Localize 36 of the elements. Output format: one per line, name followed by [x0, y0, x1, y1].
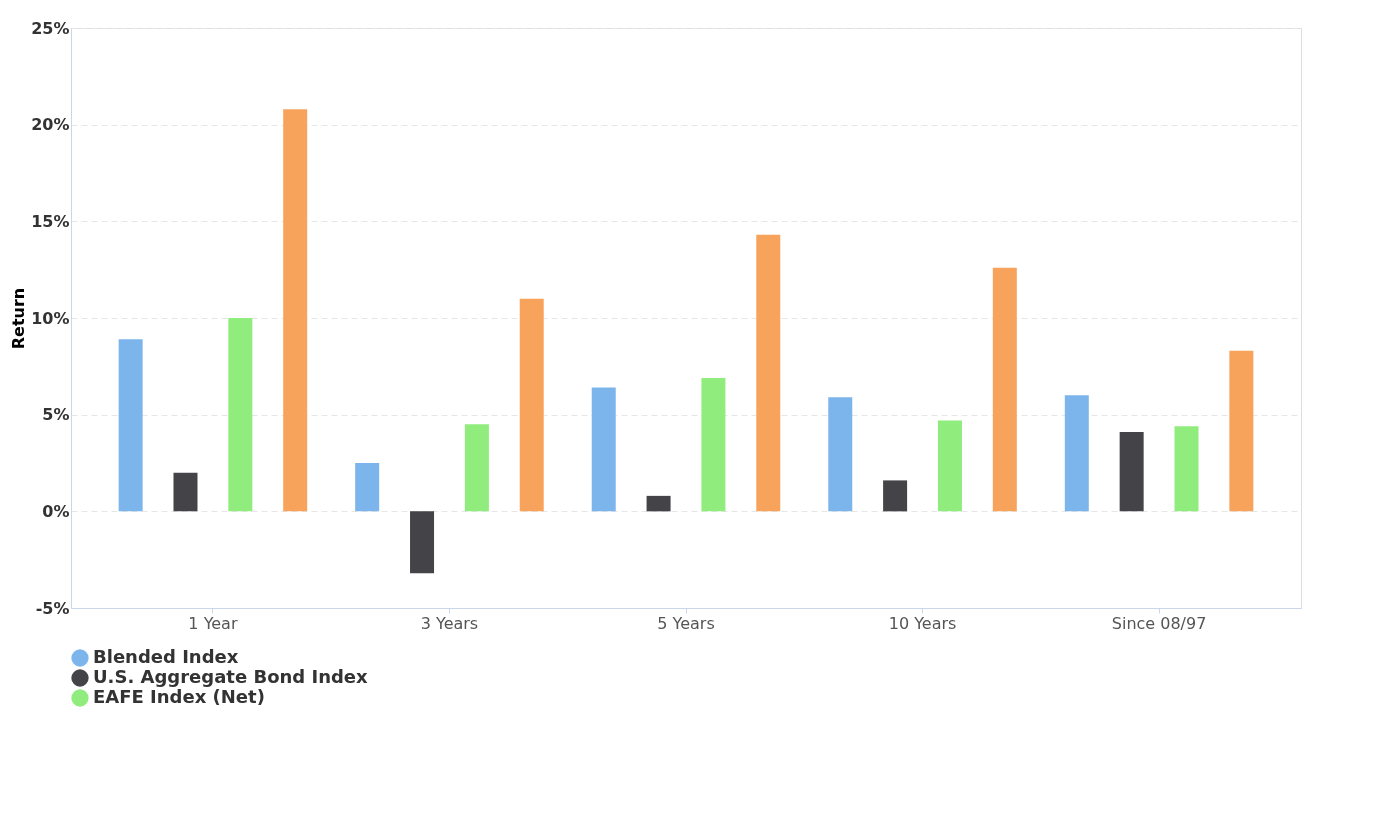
- bar: [756, 234, 781, 512]
- bar: [1064, 395, 1089, 512]
- bar: [1119, 432, 1144, 512]
- x-tick-label: 3 Years: [420, 613, 479, 633]
- bar: [118, 339, 143, 512]
- y-axis-title: Return: [9, 287, 29, 350]
- bar: [173, 472, 198, 512]
- legend-label: U.S. Aggregate Bond Index: [93, 666, 369, 687]
- bar: [992, 267, 1017, 512]
- x-tick-label: Since 08/97: [1111, 613, 1207, 633]
- legend-label: EAFE Index (Net): [93, 686, 265, 707]
- bar: [1174, 426, 1199, 512]
- x-tick-label: 5 Years: [657, 613, 715, 633]
- bar: [1229, 350, 1254, 512]
- bar: [410, 511, 435, 574]
- legend-label: Blended Index: [93, 646, 239, 667]
- y-tick-label: 5%: [42, 405, 70, 425]
- bar: [883, 480, 908, 512]
- bar: [937, 420, 962, 512]
- y-tick-label: 10%: [31, 308, 70, 328]
- bar: [701, 377, 726, 512]
- y-tick-label: 0%: [42, 501, 70, 521]
- y-tick-label: 25%: [31, 18, 70, 38]
- bar: [283, 109, 308, 512]
- bar: [228, 318, 253, 512]
- bar: [464, 424, 489, 512]
- bar: [646, 495, 671, 512]
- y-tick-label: -5%: [35, 598, 70, 618]
- bar: [519, 298, 544, 512]
- bar: [591, 387, 616, 512]
- x-tick-label: 1 Year: [188, 613, 238, 633]
- y-tick-label: 20%: [31, 115, 70, 135]
- bar: [355, 463, 380, 512]
- y-tick-label: 15%: [31, 211, 70, 231]
- bar: [828, 397, 853, 512]
- x-tick-label: 10 Years: [888, 613, 957, 633]
